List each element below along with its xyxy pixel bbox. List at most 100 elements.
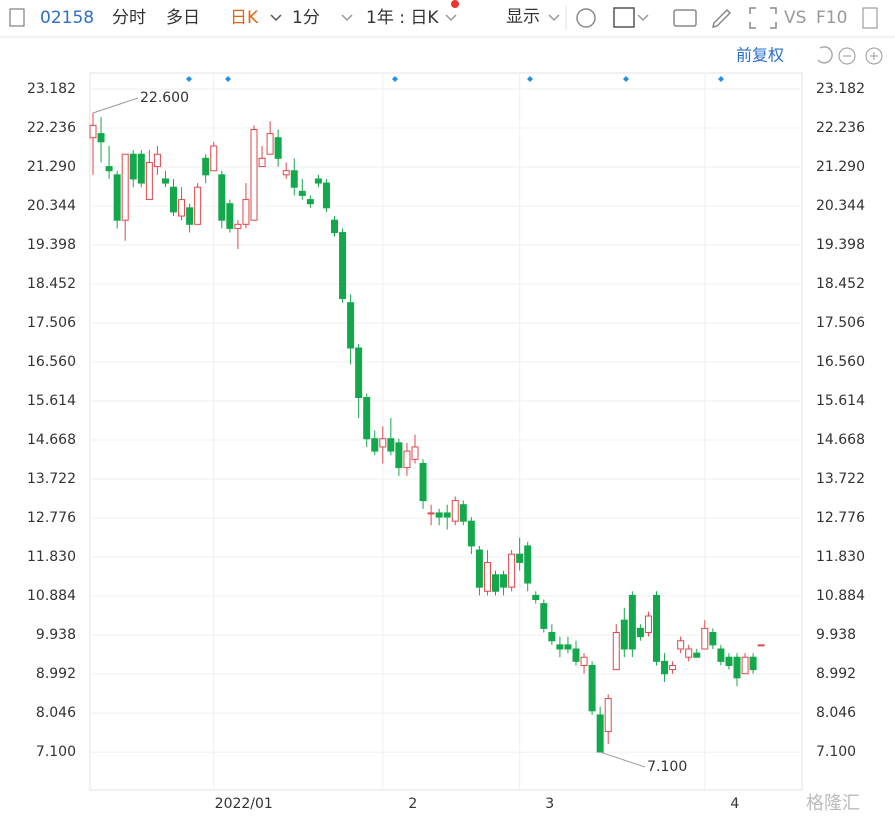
candle-body (419, 462, 427, 502)
y-tick-label: 17.506 (27, 315, 76, 331)
candle-body (725, 656, 733, 666)
y-tick-label: 20.344 (27, 198, 76, 214)
candle-body (145, 161, 153, 201)
candle-body (709, 631, 717, 646)
x-tick-label: 4 (730, 796, 739, 812)
candle-body (588, 664, 596, 712)
candle-body (677, 640, 685, 650)
candle-body (226, 203, 234, 229)
candle-body (290, 170, 298, 188)
candle-body (194, 186, 202, 225)
candle-body (242, 199, 250, 225)
candle-body (564, 644, 572, 650)
candle-body (741, 656, 749, 675)
candle-body (661, 660, 669, 675)
candle-body (339, 232, 347, 300)
indicator-icon[interactable] (613, 7, 635, 28)
panel-icon[interactable] (862, 7, 878, 29)
y-tick-label-right: 8.992 (816, 666, 856, 682)
tab[interactable]: 多日 (166, 8, 200, 28)
zoom-in[interactable] (865, 47, 883, 65)
candle-body (178, 199, 186, 217)
candle-body (218, 174, 226, 221)
vs-button[interactable]: VS (784, 8, 806, 28)
candle-body (540, 603, 548, 629)
reset-icon[interactable] (817, 46, 833, 64)
y-tick-label: 8.046 (36, 705, 76, 721)
candle-body (170, 186, 177, 213)
candle-body (387, 438, 395, 452)
x-tick-label: 2 (408, 796, 417, 812)
y-tick-label: 10.884 (27, 588, 76, 604)
candle-body (604, 697, 612, 732)
candle-body (467, 520, 475, 547)
annotation-leader (599, 751, 646, 768)
dropdown-arrow (270, 14, 282, 22)
candle-body (395, 442, 403, 469)
candle-body (282, 170, 290, 176)
display-menu[interactable]: 显示 (506, 7, 540, 27)
candle-body (161, 178, 169, 184)
candle-body (701, 627, 709, 650)
candle-body (572, 648, 580, 662)
candle-body (266, 133, 274, 155)
candle-body (298, 190, 306, 196)
candle-body (475, 549, 483, 588)
candle-body (492, 574, 499, 592)
draw-icon[interactable] (711, 8, 732, 29)
candle-body (733, 656, 741, 679)
annotation-leader (92, 97, 139, 114)
candle-body (355, 347, 363, 398)
y-tick-label: 8.992 (36, 666, 76, 682)
candle-body (113, 174, 121, 221)
y-tick-label-right: 15.614 (816, 393, 865, 409)
y-tick-label-right: 7.100 (816, 744, 856, 760)
candle-body (379, 438, 387, 448)
candle-body (121, 153, 129, 221)
zoom-out[interactable] (838, 47, 856, 65)
y-tick-label-right: 12.776 (816, 510, 865, 526)
candle-body (612, 631, 620, 671)
period-select[interactable]: 1年 : 日K (366, 8, 439, 28)
candle-body (516, 553, 524, 563)
settings-icon[interactable] (576, 8, 596, 28)
candle-body (322, 182, 330, 209)
y-tick-label-right: 17.506 (816, 315, 865, 331)
candle-body (411, 446, 419, 460)
candle-body (153, 153, 161, 168)
candle-body (258, 157, 266, 168)
candle-body (757, 644, 765, 647)
candle-body (137, 153, 145, 184)
sidebar-icon[interactable] (9, 8, 25, 27)
tab[interactable]: 分时 (112, 8, 146, 28)
y-tick-label: 18.452 (27, 276, 76, 292)
candle-body (306, 199, 314, 205)
zoom-in-sign (870, 52, 878, 60)
candle-body (105, 166, 113, 172)
y-tick-label-right: 8.046 (816, 705, 856, 721)
watermark: 格隆汇 (806, 793, 860, 814)
fullscreen-icon[interactable] (749, 7, 777, 29)
y-tick-label-right: 20.344 (816, 198, 865, 214)
candle-body (443, 512, 451, 518)
toolbar (0, 0, 895, 36)
stock-code[interactable]: 02158 (40, 8, 94, 28)
y-tick-label-right: 11.830 (816, 549, 865, 565)
y-tick-label-right: 10.884 (816, 588, 865, 604)
adjust-button[interactable]: 前复权 (736, 46, 784, 65)
f10-button[interactable]: F10 (816, 8, 847, 28)
candle-body (202, 157, 210, 176)
candle-body (580, 656, 588, 666)
candle-body (274, 137, 282, 159)
tab-active[interactable]: 日K (230, 8, 259, 28)
annotation: 22.600 (140, 90, 189, 106)
candle-body (685, 648, 693, 658)
y-tick-label-right: 16.560 (816, 354, 865, 370)
camera-icon[interactable] (673, 9, 697, 27)
candle-body (693, 652, 701, 658)
candle-body (97, 133, 105, 143)
tab[interactable]: 1分 (292, 8, 320, 28)
y-tick-label-right: 22.236 (816, 120, 865, 136)
candle-body (459, 504, 467, 522)
